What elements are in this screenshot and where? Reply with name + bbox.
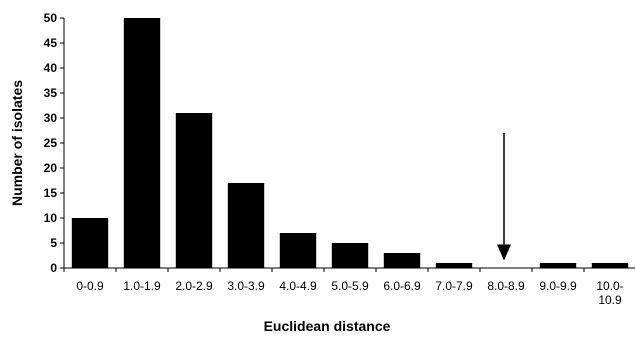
x-tick-label: 9.0-9.9 — [539, 279, 577, 293]
x-tick-label: 0-0.9 — [76, 279, 104, 293]
y-tick-label: 5 — [50, 236, 57, 250]
x-tick-label: 6.0-6.9 — [383, 279, 421, 293]
y-tick-label: 25 — [44, 136, 58, 150]
bar — [591, 263, 629, 268]
y-tick-label: 15 — [44, 186, 58, 200]
bar — [279, 233, 317, 268]
x-tick-label: 4.0-4.9 — [279, 279, 317, 293]
x-tick-label: 7.0-7.9 — [435, 279, 473, 293]
y-axis-title: Number of isolates — [9, 80, 25, 206]
x-tick-label: 8.0-8.9 — [487, 279, 525, 293]
x-axis-title: Euclidean distance — [264, 318, 391, 334]
bar — [123, 18, 161, 268]
arrow-head — [497, 244, 511, 261]
y-tick-label: 35 — [44, 86, 58, 100]
bar — [383, 253, 421, 268]
y-tick-label: 30 — [44, 111, 58, 125]
x-tick-label: 3.0-3.9 — [227, 279, 265, 293]
x-tick-label: 1.0-1.9 — [123, 279, 161, 293]
bar — [435, 263, 473, 268]
annotation — [497, 133, 511, 261]
y-axis: 0 5 10 15 20 25 30 35 40 45 50 — [44, 11, 65, 275]
x-tick-label: 10.0-10.9 — [596, 279, 623, 307]
bars — [71, 18, 629, 268]
bar — [71, 218, 109, 268]
y-tick-label: 40 — [44, 61, 58, 75]
bar — [331, 243, 369, 268]
x-tick-label: 2.0-2.9 — [175, 279, 213, 293]
bar — [175, 113, 213, 268]
bar — [227, 183, 265, 268]
y-tick-label: 50 — [44, 11, 58, 25]
x-tick-label: 5.0-5.9 — [331, 279, 369, 293]
x-axis: 0-0.9 1.0-1.9 2.0-2.9 3.0-3.9 4.0-4.9 5.0-5.9… — [63, 267, 635, 307]
y-tick-label: 0 — [50, 261, 57, 275]
y-tick-label: 20 — [44, 161, 58, 175]
bar — [539, 263, 577, 268]
y-tick-label: 45 — [44, 36, 58, 50]
y-tick-label: 10 — [44, 211, 58, 225]
